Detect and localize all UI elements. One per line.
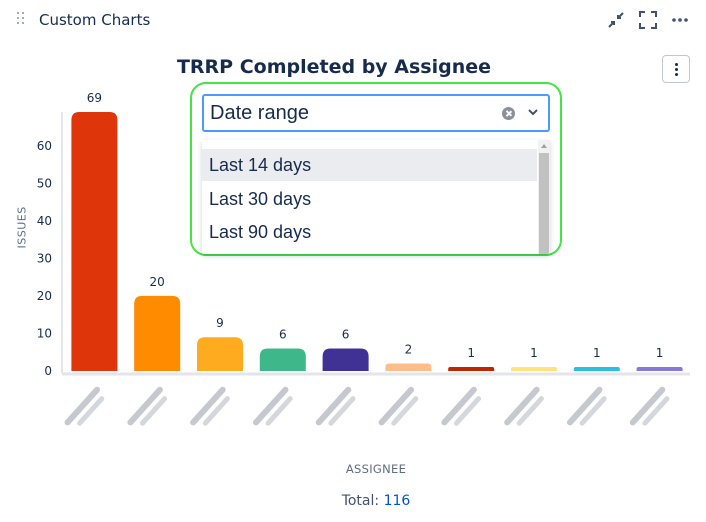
y-tick-label: 20 [37,289,52,303]
x-tick-label-blurred [315,386,356,426]
option-last-30-days[interactable]: Last 30 days [209,189,312,209]
scroll-thumb[interactable] [539,153,549,254]
x-axis-label: ASSIGNEE [345,462,407,476]
bar[interactable] [134,295,181,371]
bar[interactable] [71,112,118,371]
minimize-icon[interactable] [606,10,626,30]
bar[interactable] [511,367,557,371]
menu-scrollbar[interactable] [538,140,550,254]
y-tick-label: 30 [37,251,52,265]
y-tick-label: 0 [44,364,52,378]
widget-title: Custom Charts [39,11,151,29]
bar[interactable] [573,367,620,371]
y-tick-label: 50 [37,176,52,190]
y-axis-label: ISSUES [15,206,29,249]
bar-value-label: 1 [656,346,664,360]
x-tick-label-blurred [441,386,482,426]
x-tick-label-blurred [190,386,230,426]
chart-title: TRRP Completed by Assignee [176,56,492,78]
scroll-up-icon[interactable] [541,144,547,148]
y-tick-label: 60 [37,139,52,153]
bar[interactable] [448,367,495,371]
x-tick-label-blurred [378,386,419,426]
drag-handle-icon[interactable] [17,12,27,28]
y-tick-label: 10 [37,326,52,340]
bar-chart: 0 10 20 30 40 50 60 69 20 9 6 6 2 1 1 1 1 [37,91,690,426]
bar[interactable] [322,348,369,371]
x-tick-label-blurred [567,386,607,426]
bar-value-label: 20 [150,275,165,289]
more-icon[interactable] [670,10,690,30]
bar[interactable] [385,363,432,371]
x-tick-label-blurred [127,386,168,426]
chevron-down-icon[interactable] [526,105,540,119]
fullscreen-icon[interactable] [638,10,658,30]
bar-value-label: 1 [530,346,538,360]
x-axis-ticks [64,386,670,426]
bar-value-label: 6 [342,327,350,341]
bar-value-label: 1 [593,346,601,360]
chart-options-icon[interactable] [662,55,690,83]
bar[interactable] [636,367,683,371]
bar-value-label: 9 [216,316,224,330]
total-value: 116 [383,493,411,509]
bar-value-label: 2 [405,342,413,356]
bar[interactable] [197,337,243,371]
y-axis: 0 10 20 30 40 50 60 [37,139,52,378]
widget-header: Custom Charts [0,0,706,40]
option-last-14-days[interactable]: Last 14 days [202,149,537,181]
date-range-placeholder: Date range [210,102,309,124]
bar-value-label: 1 [467,346,475,360]
bar-value-label: 69 [87,91,102,105]
total-label: Total: [341,493,380,509]
date-range-select[interactable]: Date range [202,94,550,132]
date-range-menu: Last 14 days Last 30 days Last 90 days [202,140,550,254]
x-tick-label-blurred [253,386,293,426]
bar[interactable] [259,348,306,371]
bar-value-label: 6 [279,327,287,341]
bars: 69 20 9 6 6 2 1 1 1 1 [71,91,683,371]
date-range-dropdown: Date range Last 14 days Last 30 days Las… [190,82,562,256]
clear-icon[interactable] [502,107,515,120]
option-last-90-days[interactable]: Last 90 days [209,222,312,242]
y-tick-label: 40 [37,214,52,228]
x-tick-label-blurred [629,386,670,426]
total-summary: Total: 116 [0,493,706,509]
x-tick-label-blurred [504,386,544,426]
x-tick-label-blurred [64,386,105,426]
